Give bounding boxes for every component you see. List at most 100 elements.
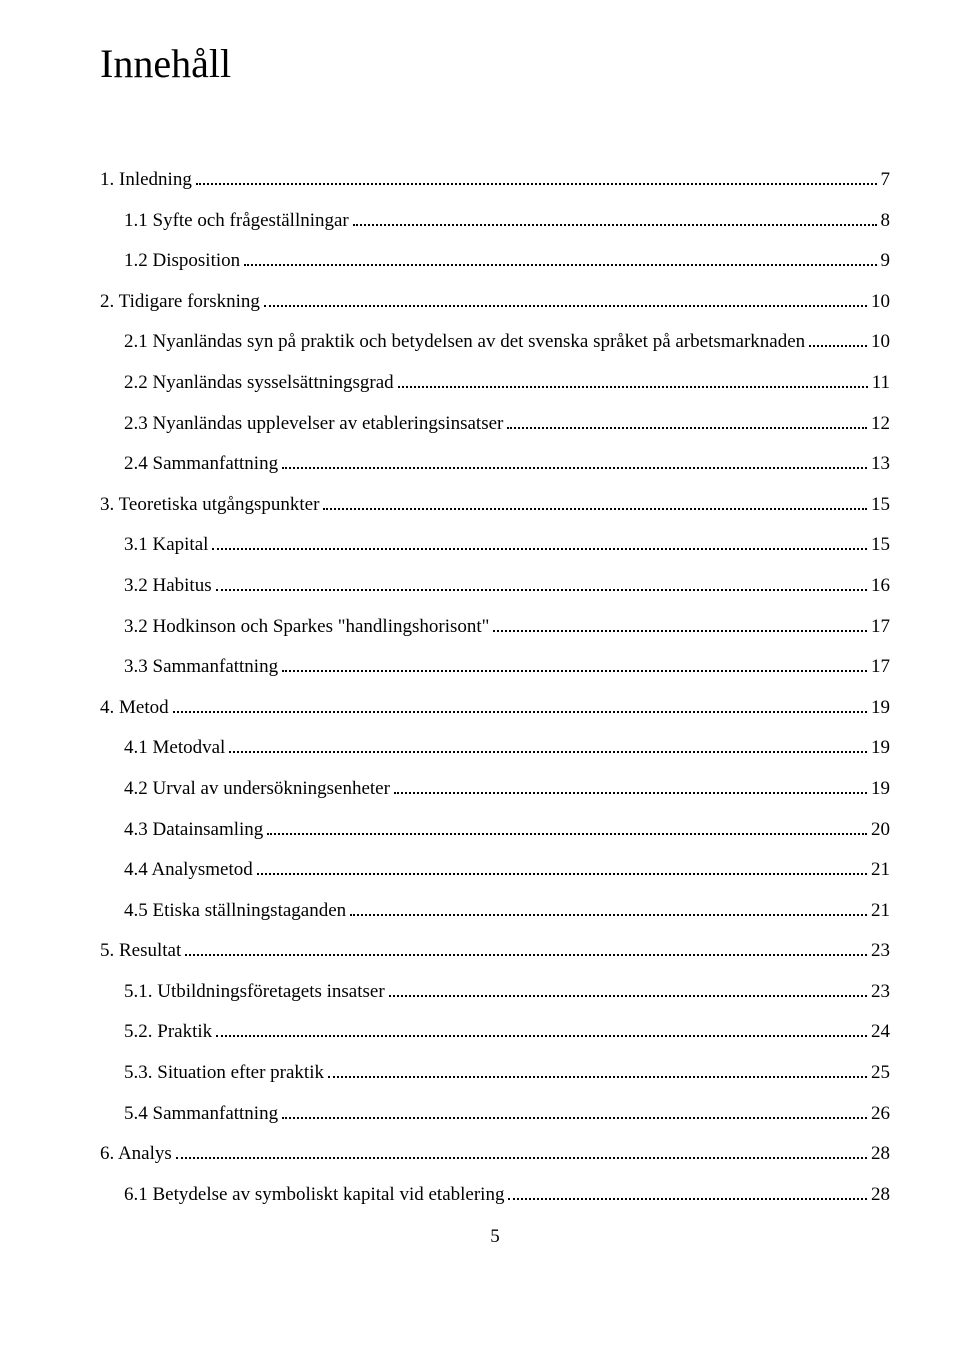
toc-label: 4.4 Analysmetod <box>124 857 253 884</box>
toc-page: 24 <box>871 1019 890 1046</box>
toc-leader-dots <box>216 1022 867 1037</box>
toc-row: 5.1. Utbildningsföretagets insatser 23 <box>100 979 890 1006</box>
toc-leader-dots <box>323 495 867 510</box>
toc-row: 5.4 Sammanfattning 26 <box>100 1101 890 1128</box>
toc-page: 23 <box>871 938 890 965</box>
toc-row: 3.2 Hodkinson och Sparkes "handlingshori… <box>100 614 890 641</box>
toc-label: 4.2 Urval av undersökningsenheter <box>124 776 390 803</box>
toc-row: 3.3 Sammanfattning 17 <box>100 654 890 681</box>
toc-label: 3.1 Kapital <box>124 532 208 559</box>
toc-label: 4. Metod <box>100 695 169 722</box>
toc-row: 4. Metod 19 <box>100 695 890 722</box>
toc-label: 1.1 Syfte och frågeställningar <box>124 208 349 235</box>
toc-row: 2.2 Nyanländas sysselsättningsgrad11 <box>100 370 890 397</box>
toc-label: 2.2 Nyanländas sysselsättningsgrad <box>124 370 394 397</box>
toc-label: 6.1 Betydelse av symboliskt kapital vid … <box>124 1182 504 1209</box>
table-of-contents: 1. Inledning 7 1.1 Syfte och frågeställnin… <box>100 167 890 1208</box>
toc-page: 17 <box>871 614 890 641</box>
page-number: 5 <box>100 1226 890 1248</box>
toc-leader-dots <box>507 413 867 428</box>
toc-row: 4.4 Analysmetod 21 <box>100 857 890 884</box>
toc-label: 2.4 Sammanfattning <box>124 451 278 478</box>
toc-leader-dots <box>809 332 867 347</box>
toc-leader-dots <box>173 698 867 713</box>
page-title: Innehåll <box>100 40 890 87</box>
toc-label: 5.3. Situation efter praktik <box>124 1060 324 1087</box>
toc-page: 8 <box>881 208 891 235</box>
toc-leader-dots <box>282 1103 867 1118</box>
toc-leader-dots <box>196 170 877 185</box>
toc-label: 5.2. Praktik <box>124 1019 212 1046</box>
toc-label: 4.3 Datainsamling <box>124 817 263 844</box>
toc-label: 5. Resultat <box>100 938 181 965</box>
toc-page: 13 <box>871 451 890 478</box>
toc-row: 1.2 Disposition 9 <box>100 248 890 275</box>
toc-leader-dots <box>229 738 867 753</box>
toc-page: 10 <box>871 329 890 356</box>
toc-leader-dots <box>508 1185 867 1200</box>
toc-row: 2.4 Sammanfattning 13 <box>100 451 890 478</box>
toc-row: 2. Tidigare forskning 10 <box>100 289 890 316</box>
toc-row: 5.3. Situation efter praktik 25 <box>100 1060 890 1087</box>
toc-leader-dots <box>398 373 868 388</box>
toc-page: 20 <box>871 817 890 844</box>
toc-label: 1. Inledning <box>100 167 192 194</box>
toc-row: 2.3 Nyanländas upplevelser av etablering… <box>100 411 890 438</box>
toc-row: 4.2 Urval av undersökningsenheter19 <box>100 776 890 803</box>
toc-label: 2. Tidigare forskning <box>100 289 260 316</box>
toc-row: 5.2. Praktik 24 <box>100 1019 890 1046</box>
toc-row: 4.3 Datainsamling 20 <box>100 817 890 844</box>
toc-page: 26 <box>871 1101 890 1128</box>
toc-page: 15 <box>871 492 890 519</box>
toc-label: 4.1 Metodval <box>124 735 225 762</box>
toc-label: 3.2 Hodkinson och Sparkes "handlingshori… <box>124 614 489 641</box>
toc-label: 3.3 Sammanfattning <box>124 654 278 681</box>
toc-row: 4.1 Metodval 19 <box>100 735 890 762</box>
toc-leader-dots <box>216 576 867 591</box>
toc-label: 3. Teoretiska utgångspunkter <box>100 492 319 519</box>
toc-leader-dots <box>264 292 867 307</box>
toc-page: 25 <box>871 1060 890 1087</box>
toc-row: 3. Teoretiska utgångspunkter 15 <box>100 492 890 519</box>
toc-page: 9 <box>881 248 891 275</box>
toc-label: 2.1 Nyanländas syn på praktik och betyde… <box>124 329 805 356</box>
toc-leader-dots <box>257 860 867 875</box>
toc-page: 19 <box>871 695 890 722</box>
toc-leader-dots <box>212 535 867 550</box>
toc-label: 4.5 Etiska ställningstaganden <box>124 898 346 925</box>
toc-leader-dots <box>493 616 867 631</box>
toc-label: 5.4 Sammanfattning <box>124 1101 278 1128</box>
toc-page: 28 <box>871 1141 890 1168</box>
toc-page: 21 <box>871 857 890 884</box>
toc-page: 7 <box>881 167 891 194</box>
toc-row: 2.1 Nyanländas syn på praktik och betyde… <box>100 329 890 356</box>
toc-leader-dots <box>353 210 877 225</box>
toc-leader-dots <box>389 982 867 997</box>
toc-row: 5. Resultat 23 <box>100 938 890 965</box>
toc-leader-dots <box>185 941 867 956</box>
toc-row: 1. Inledning 7 <box>100 167 890 194</box>
toc-page: 17 <box>871 654 890 681</box>
toc-leader-dots <box>282 454 867 469</box>
toc-row: 6. Analys 28 <box>100 1141 890 1168</box>
toc-page: 19 <box>871 735 890 762</box>
toc-label: 3.2 Habitus <box>124 573 212 600</box>
toc-label: 1.2 Disposition <box>124 248 240 275</box>
toc-page: 15 <box>871 532 890 559</box>
toc-leader-dots <box>176 1144 867 1159</box>
toc-row: 1.1 Syfte och frågeställningar 8 <box>100 208 890 235</box>
toc-label: 5.1. Utbildningsföretagets insatser <box>124 979 385 1006</box>
toc-leader-dots <box>394 779 867 794</box>
toc-row: 3.1 Kapital 15 <box>100 532 890 559</box>
toc-leader-dots <box>350 901 867 916</box>
toc-page: 28 <box>871 1182 890 1209</box>
toc-page: 12 <box>871 411 890 438</box>
toc-page: 23 <box>871 979 890 1006</box>
toc-label: 2.3 Nyanländas upplevelser av etablering… <box>124 411 503 438</box>
toc-label: 6. Analys <box>100 1141 172 1168</box>
toc-page: 10 <box>871 289 890 316</box>
toc-row: 3.2 Habitus16 <box>100 573 890 600</box>
toc-leader-dots <box>244 251 876 266</box>
toc-leader-dots <box>282 657 867 672</box>
toc-row: 6.1 Betydelse av symboliskt kapital vid … <box>100 1182 890 1209</box>
